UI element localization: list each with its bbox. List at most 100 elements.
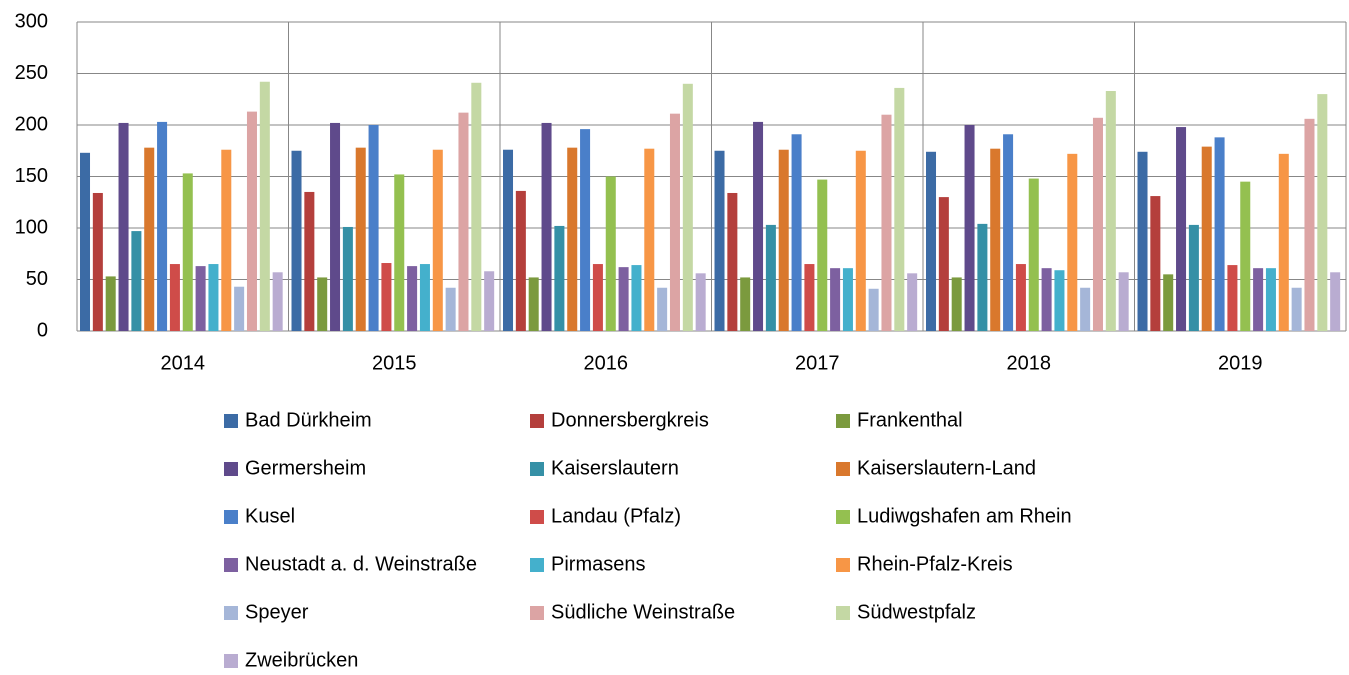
bar xyxy=(842,268,853,331)
bar xyxy=(1227,265,1238,331)
legend-label: Frankenthal xyxy=(857,409,963,431)
legend-label: Landau (Pfalz) xyxy=(551,505,681,527)
bar xyxy=(791,134,802,331)
bar xyxy=(503,149,514,331)
bar xyxy=(515,190,526,331)
bar xyxy=(907,273,918,331)
legend-label: Südliche Weinstraße xyxy=(551,601,735,623)
legend-swatch xyxy=(224,558,238,572)
bar xyxy=(1150,196,1161,331)
bar xyxy=(1041,268,1052,331)
x-tick-label: 2016 xyxy=(584,352,629,374)
legend-swatch xyxy=(530,462,544,476)
bar xyxy=(317,277,328,331)
bar xyxy=(484,271,495,331)
bar xyxy=(1330,272,1341,331)
y-tick-label: 300 xyxy=(15,10,48,32)
bar xyxy=(407,266,418,331)
bar xyxy=(1188,224,1199,331)
legend-label: Speyer xyxy=(245,601,309,623)
legend-label: Germersheim xyxy=(245,457,366,479)
bar xyxy=(394,174,405,331)
bar xyxy=(695,273,706,331)
bar xyxy=(195,266,206,331)
bar xyxy=(432,149,443,331)
x-tick-label: 2015 xyxy=(372,352,417,374)
legend-label: Zweibrücken xyxy=(245,649,358,671)
bar xyxy=(631,265,642,331)
bar xyxy=(118,122,129,331)
bar xyxy=(92,192,103,331)
bar xyxy=(368,125,379,331)
bar xyxy=(445,287,456,331)
bar xyxy=(778,149,789,331)
bar xyxy=(381,263,392,331)
y-tick-label: 100 xyxy=(15,216,48,238)
bar xyxy=(157,121,168,331)
legend-label: Donnersbergkreis xyxy=(551,409,709,431)
bar xyxy=(817,179,828,331)
bar xyxy=(458,112,469,331)
bar xyxy=(419,264,430,331)
bar xyxy=(528,277,539,331)
legend-label: Pirmasens xyxy=(551,553,645,575)
bar xyxy=(272,272,283,331)
bar xyxy=(541,122,552,331)
bar xyxy=(682,83,693,331)
bar xyxy=(926,151,937,331)
bar xyxy=(605,176,616,331)
legend-swatch xyxy=(224,606,238,620)
legend-label: Bad Dürkheim xyxy=(245,409,372,431)
y-tick-label: 200 xyxy=(15,113,48,135)
bar xyxy=(1240,181,1251,331)
bar xyxy=(554,225,565,331)
legend-swatch xyxy=(530,510,544,524)
bar xyxy=(1054,270,1065,331)
bar xyxy=(951,277,962,331)
bar xyxy=(644,148,655,331)
legend-label: Kaiserslautern xyxy=(551,457,679,479)
bar xyxy=(714,150,725,331)
bar xyxy=(144,147,155,331)
x-tick-label: 2018 xyxy=(1007,352,1052,374)
bar xyxy=(868,288,879,331)
bar xyxy=(964,125,975,331)
y-tick-label: 0 xyxy=(37,319,48,341)
bar xyxy=(753,121,764,331)
bar xyxy=(330,122,341,331)
bar xyxy=(169,264,180,331)
bar xyxy=(208,264,219,331)
bar xyxy=(881,114,892,331)
bar xyxy=(855,150,866,331)
bar xyxy=(765,224,776,331)
bar xyxy=(727,192,738,331)
bar xyxy=(1317,94,1328,331)
legend-swatch xyxy=(836,558,850,572)
x-tick-label: 2014 xyxy=(161,352,206,374)
bar xyxy=(291,150,302,331)
bar xyxy=(938,197,949,331)
legend-swatch xyxy=(530,414,544,428)
legend-label: Neustadt a. d. Weinstraße xyxy=(245,553,477,575)
bar xyxy=(804,264,815,331)
x-tick-label: 2019 xyxy=(1218,352,1263,374)
y-tick-label: 250 xyxy=(15,62,48,84)
bar xyxy=(567,147,578,331)
bar xyxy=(1201,146,1212,331)
bar xyxy=(1265,268,1276,331)
bar xyxy=(1105,91,1116,331)
legend-swatch xyxy=(224,414,238,428)
bar xyxy=(1176,127,1187,331)
bar xyxy=(1214,137,1225,331)
bar xyxy=(990,148,1001,331)
bar xyxy=(1118,272,1129,331)
bar xyxy=(580,129,591,331)
bar xyxy=(657,287,668,331)
bar xyxy=(894,87,905,331)
legend-swatch xyxy=(530,558,544,572)
bar xyxy=(259,81,270,332)
bar xyxy=(471,82,482,332)
bar xyxy=(1137,151,1148,331)
bar xyxy=(131,231,142,331)
